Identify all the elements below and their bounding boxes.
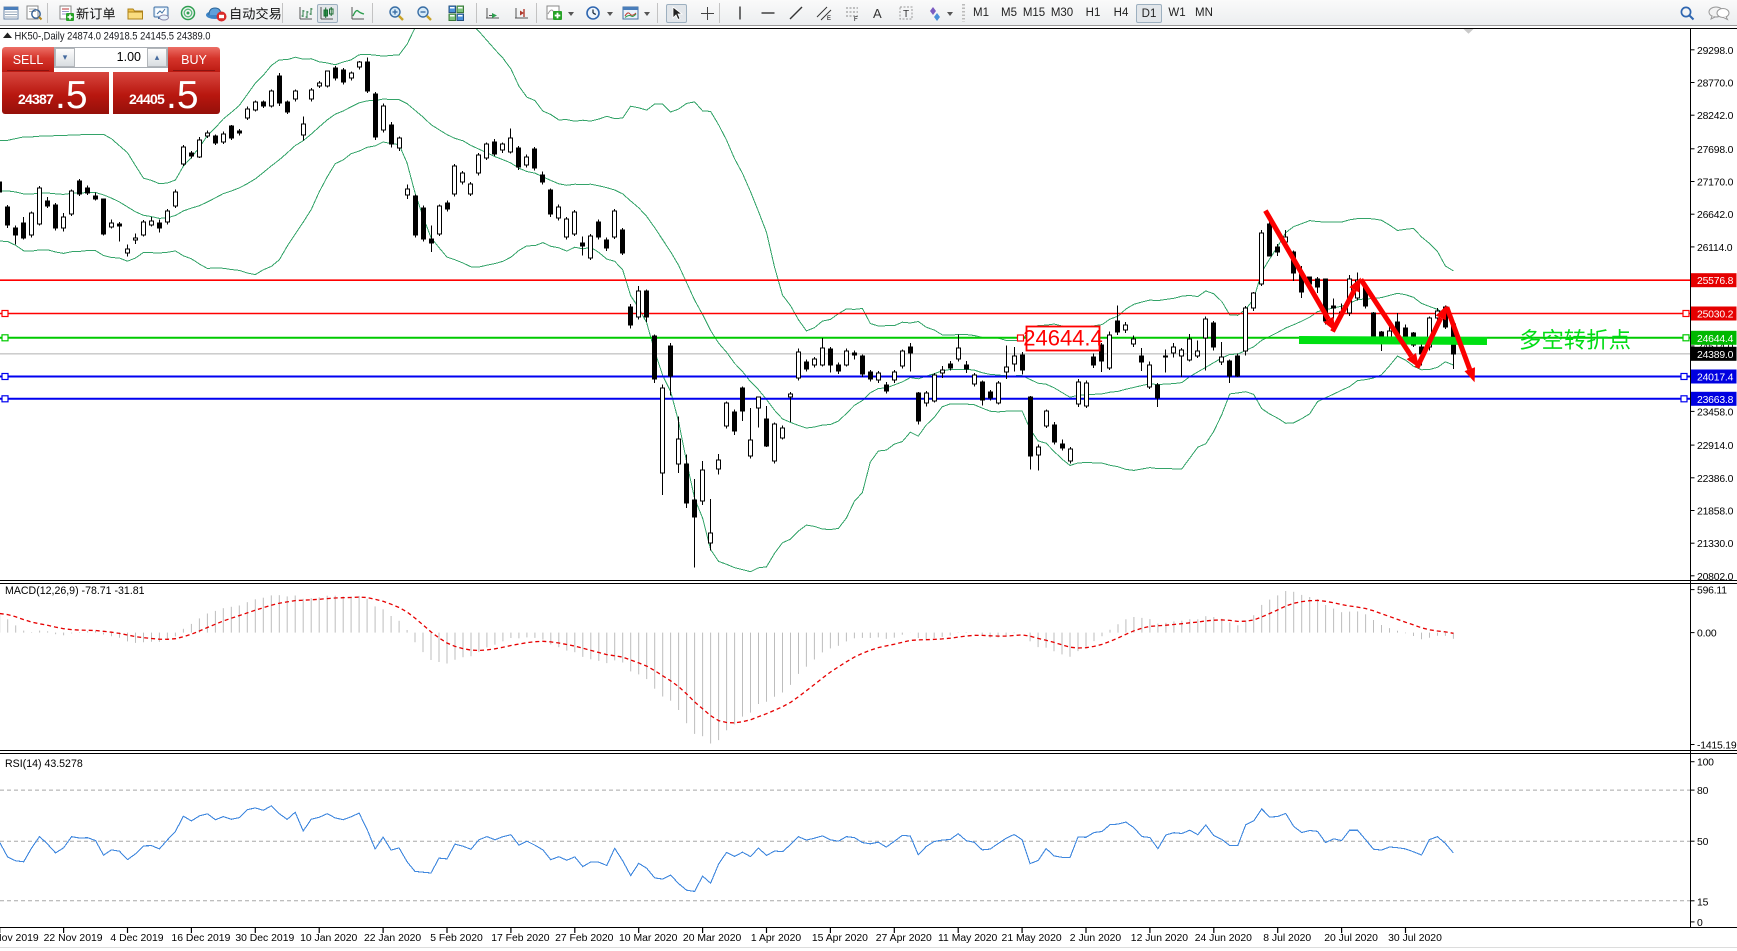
svg-text:23458.0: 23458.0 <box>1697 407 1734 418</box>
svg-text:25030.2: 25030.2 <box>1697 310 1734 321</box>
svg-text:12 Jun 2020: 12 Jun 2020 <box>1131 933 1188 944</box>
svg-text:20802.0: 20802.0 <box>1697 572 1734 583</box>
svg-text:15: 15 <box>1697 897 1709 908</box>
svg-text:80: 80 <box>1697 786 1709 797</box>
svg-text:10 Jan 2020: 10 Jan 2020 <box>300 933 357 944</box>
svg-text:21 May 2020: 21 May 2020 <box>1002 933 1062 944</box>
svg-text:26642.0: 26642.0 <box>1697 210 1734 221</box>
svg-text:4 Dec 2019: 4 Dec 2019 <box>110 933 163 944</box>
svg-text:22914.0: 22914.0 <box>1697 441 1734 452</box>
svg-text:27698.0: 27698.0 <box>1697 145 1734 156</box>
svg-text:30 Dec 2019: 30 Dec 2019 <box>235 933 294 944</box>
svg-text:596.11: 596.11 <box>1697 586 1727 597</box>
svg-text:15 Apr 2020: 15 Apr 2020 <box>812 933 868 944</box>
svg-text:22 Nov 2019: 22 Nov 2019 <box>44 933 103 944</box>
svg-text:T: T <box>903 9 909 20</box>
svg-text:100: 100 <box>1697 758 1714 769</box>
svg-text:-1415.19: -1415.19 <box>1697 741 1737 752</box>
svg-text:22 Jan 2020: 22 Jan 2020 <box>364 933 421 944</box>
svg-text:12 Nov 2019: 12 Nov 2019 <box>0 933 39 944</box>
svg-text:5 Feb 2020: 5 Feb 2020 <box>430 933 483 944</box>
svg-text:20 Mar 2020: 20 Mar 2020 <box>683 933 742 944</box>
svg-text:50: 50 <box>1697 837 1709 848</box>
svg-text:8 Jul 2020: 8 Jul 2020 <box>1263 933 1311 944</box>
svg-text:11 May 2020: 11 May 2020 <box>938 933 998 944</box>
svg-text:24644.4: 24644.4 <box>1023 326 1103 351</box>
svg-text:0.00: 0.00 <box>1697 629 1717 640</box>
svg-text:20 Jul 2020: 20 Jul 2020 <box>1324 933 1378 944</box>
svg-text:22386.0: 22386.0 <box>1697 474 1734 485</box>
svg-text:17 Feb 2020: 17 Feb 2020 <box>491 933 550 944</box>
svg-text:16 Dec 2019: 16 Dec 2019 <box>171 933 230 944</box>
svg-text:21330.0: 21330.0 <box>1697 539 1734 550</box>
svg-text:E: E <box>827 16 831 22</box>
svg-text:24 Jun 2020: 24 Jun 2020 <box>1195 933 1252 944</box>
svg-text:24017.4: 24017.4 <box>1697 373 1734 384</box>
svg-text:28242.0: 28242.0 <box>1697 111 1734 122</box>
svg-text:24389.0: 24389.0 <box>1697 350 1734 361</box>
svg-text:30 Jul 2020: 30 Jul 2020 <box>1388 933 1442 944</box>
svg-text:23663.8: 23663.8 <box>1697 395 1734 406</box>
svg-text:10 Mar 2020: 10 Mar 2020 <box>619 933 678 944</box>
svg-text:27170.0: 27170.0 <box>1697 178 1734 189</box>
svg-text:27 Apr 2020: 27 Apr 2020 <box>876 933 932 944</box>
svg-text:RSI(14) 43.5278: RSI(14) 43.5278 <box>5 758 83 770</box>
svg-text:27 Feb 2020: 27 Feb 2020 <box>555 933 614 944</box>
svg-text:29298.0: 29298.0 <box>1697 46 1734 57</box>
svg-text:25576.8: 25576.8 <box>1697 276 1734 287</box>
svg-text:21858.0: 21858.0 <box>1697 507 1734 518</box>
svg-text:2 Jun 2020: 2 Jun 2020 <box>1070 933 1122 944</box>
svg-text:F: F <box>854 17 858 22</box>
svg-text:24644.4: 24644.4 <box>1697 334 1734 345</box>
svg-text:28770.0: 28770.0 <box>1697 79 1734 90</box>
svg-text:26114.0: 26114.0 <box>1697 243 1733 254</box>
svg-text:1 Apr 2020: 1 Apr 2020 <box>751 933 801 944</box>
svg-text:0: 0 <box>1697 918 1703 929</box>
svg-text:MACD(12,26,9) -78.71 -31.81: MACD(12,26,9) -78.71 -31.81 <box>5 585 145 597</box>
svg-text:HK50-,Daily 24874.0 24918.5 2: HK50-,Daily 24874.0 24918.5 24145.5 2438… <box>15 31 211 43</box>
